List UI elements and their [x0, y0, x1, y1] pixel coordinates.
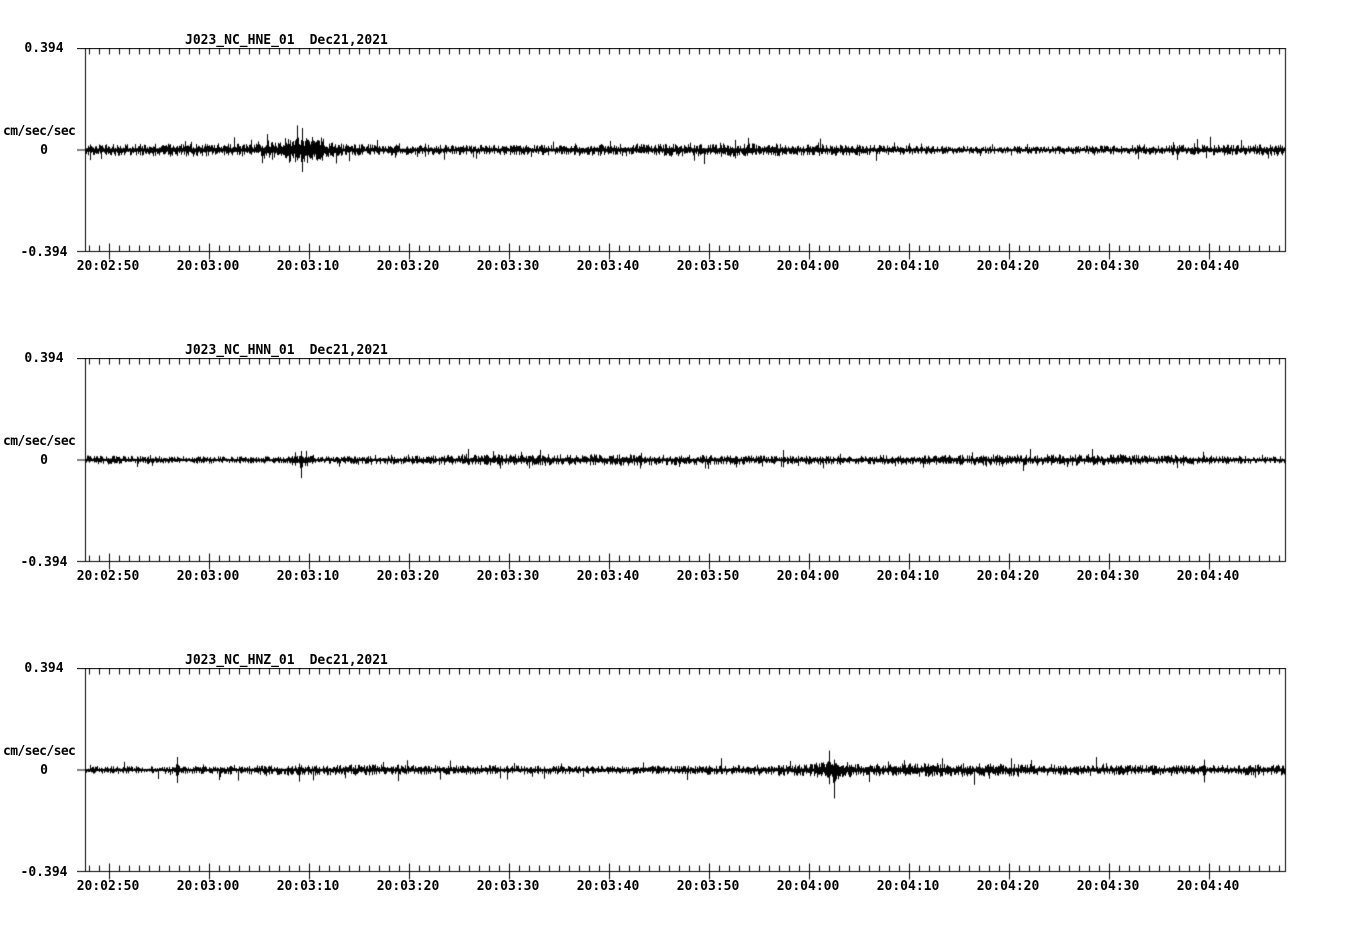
y-axis-unit-label: cm/sec/sec — [3, 124, 76, 139]
x-tick-label: 20:04:20 — [976, 259, 1040, 274]
x-tick-label: 20:03:20 — [376, 879, 440, 894]
x-tick-label: 20:04:20 — [976, 569, 1040, 584]
y-tick-label-zero: 0 — [40, 763, 48, 778]
waveform-plot — [77, 48, 1287, 262]
x-tick-label: 20:04:10 — [876, 569, 940, 584]
x-tick-label: 20:03:10 — [276, 259, 340, 274]
date-label: Dec21,2021 — [309, 343, 388, 358]
x-tick-label: 20:03:20 — [376, 259, 440, 274]
y-tick-label-max: 0.394 — [24, 661, 64, 676]
x-tick-label: 20:03:10 — [276, 879, 340, 894]
station-channel-label: J023_NC_HNN_01 — [185, 343, 295, 358]
waveform-plot — [77, 358, 1287, 572]
seismogram-panel-hnz: J023_NC_HNZ_01 Dec21,2021 0.394 cm/sec/s… — [0, 620, 1358, 930]
x-tick-label: 20:03:50 — [676, 259, 740, 274]
x-tick-label: 20:04:30 — [1076, 879, 1140, 894]
x-tick-label: 20:03:10 — [276, 569, 340, 584]
x-tick-label: 20:04:00 — [776, 569, 840, 584]
panel-title: J023_NC_HNZ_01 Dec21,2021 — [185, 653, 388, 668]
y-tick-label-min: -0.394 — [20, 555, 68, 570]
x-tick-label: 20:03:00 — [176, 879, 240, 894]
x-tick-label: 20:04:30 — [1076, 569, 1140, 584]
station-channel-label: J023_NC_HNE_01 — [185, 33, 295, 48]
x-tick-label: 20:04:40 — [1176, 879, 1240, 894]
x-tick-label: 20:03:20 — [376, 569, 440, 584]
date-label: Dec21,2021 — [309, 33, 388, 48]
x-tick-label: 20:03:40 — [576, 569, 640, 584]
y-tick-label-zero: 0 — [40, 453, 48, 468]
y-axis-unit-label: cm/sec/sec — [3, 744, 76, 759]
x-tick-label: 20:03:50 — [676, 879, 740, 894]
y-tick-label-zero: 0 — [40, 143, 48, 158]
x-tick-label: 20:04:00 — [776, 259, 840, 274]
y-tick-label-max: 0.394 — [24, 41, 64, 56]
station-channel-label: J023_NC_HNZ_01 — [185, 653, 295, 668]
x-tick-label: 20:02:50 — [76, 259, 140, 274]
y-tick-label-min: -0.394 — [20, 865, 68, 880]
x-tick-label: 20:02:50 — [76, 569, 140, 584]
y-tick-label-max: 0.394 — [24, 351, 64, 366]
x-tick-label: 20:03:40 — [576, 879, 640, 894]
x-tick-label: 20:04:40 — [1176, 569, 1240, 584]
x-tick-label: 20:04:40 — [1176, 259, 1240, 274]
x-axis-labels: 20:02:50 20:03:00 20:03:10 20:03:20 20:03:30… — [0, 259, 1358, 275]
date-label: Dec21,2021 — [309, 653, 388, 668]
panel-title: J023_NC_HNN_01 Dec21,2021 — [185, 343, 388, 358]
waveform-plot — [77, 668, 1287, 882]
x-tick-label: 20:04:10 — [876, 879, 940, 894]
x-axis-labels: 20:02:50 20:03:00 20:03:10 20:03:20 20:03:30… — [0, 879, 1358, 895]
x-tick-label: 20:04:10 — [876, 259, 940, 274]
panel-title: J023_NC_HNE_01 Dec21,2021 — [185, 33, 388, 48]
x-tick-label: 20:04:00 — [776, 879, 840, 894]
x-tick-label: 20:03:00 — [176, 569, 240, 584]
x-tick-label: 20:03:30 — [476, 259, 540, 274]
y-tick-label-min: -0.394 — [20, 245, 68, 260]
x-tick-label: 20:03:00 — [176, 259, 240, 274]
x-tick-label: 20:03:30 — [476, 569, 540, 584]
seismogram-panel-hnn: J023_NC_HNN_01 Dec21,2021 0.394 cm/sec/s… — [0, 310, 1358, 620]
x-tick-label: 20:03:30 — [476, 879, 540, 894]
x-axis-labels: 20:02:50 20:03:00 20:03:10 20:03:20 20:03:30… — [0, 569, 1358, 585]
x-tick-label: 20:03:50 — [676, 569, 740, 584]
x-tick-label: 20:04:30 — [1076, 259, 1140, 274]
seismogram-panel-hne: J023_NC_HNE_01 Dec21,2021 0.394 cm/sec/s… — [0, 0, 1358, 310]
y-axis-unit-label: cm/sec/sec — [3, 434, 76, 449]
x-tick-label: 20:04:20 — [976, 879, 1040, 894]
x-tick-label: 20:03:40 — [576, 259, 640, 274]
x-tick-label: 20:02:50 — [76, 879, 140, 894]
